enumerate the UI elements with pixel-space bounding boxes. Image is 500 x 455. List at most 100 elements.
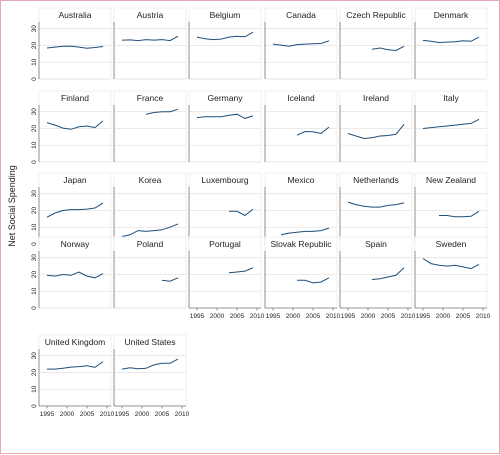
panel-title: United Kingdom — [45, 337, 105, 347]
panel-united-kingdom: United Kingdom 0 10 20 30 1995 2000 2005 2010 — [31, 334, 115, 418]
x-tick-label: 2010 — [401, 313, 416, 320]
series-line-united-states — [121, 358, 179, 370]
series-line-luxembourg — [229, 208, 254, 217]
panel-title: Austria — [137, 10, 164, 20]
y-tick-label: 20 — [31, 41, 38, 49]
panel-title: Finland — [61, 93, 89, 103]
y-tick-label: 0 — [31, 160, 38, 164]
y-tick-label: 20 — [31, 368, 38, 376]
series-line-korea — [121, 223, 179, 237]
panel-title: Belgium — [210, 10, 241, 20]
series-line-denmark — [422, 36, 480, 44]
x-tick-label: 2010 — [100, 411, 115, 418]
y-tick-label: 0 — [31, 242, 38, 246]
panel-frame — [264, 7, 338, 80]
panel-frame — [113, 90, 187, 163]
y-tick-label: 20 — [31, 206, 38, 214]
y-tick-label: 30 — [31, 108, 38, 116]
y-tick-label: 0 — [31, 306, 38, 310]
panel-title: Italy — [443, 93, 459, 103]
panel-frame — [339, 236, 413, 309]
x-tick-label: 2010 — [476, 313, 491, 320]
panel-frame — [188, 7, 262, 80]
panel-finland: Finland 0 10 20 30 — [31, 90, 112, 164]
series-line-netherlands — [347, 201, 405, 208]
panel-frame — [414, 172, 488, 245]
panel-title: Slovak Republic — [271, 239, 333, 249]
panel-frame — [339, 172, 413, 245]
panel-portugal: Portugal 1995 2000 2005 2010 — [188, 236, 265, 320]
x-tick-label: 1995 — [40, 411, 55, 418]
series-line-austria — [121, 35, 179, 42]
series-line-iceland — [296, 126, 330, 136]
y-tick-label: 10 — [31, 58, 38, 66]
series-line-united-kingdom — [47, 361, 104, 370]
panel-title: Japan — [63, 175, 86, 185]
series-line-japan — [46, 202, 104, 218]
panel-united-states: United States 1995 2000 2005 2010 — [113, 334, 190, 418]
x-tick-label: 2010 — [250, 313, 265, 320]
series-line-canada — [272, 40, 330, 47]
panel-ireland: Ireland — [339, 90, 413, 163]
panel-france: France — [113, 90, 187, 163]
x-tick-label: 1995 — [341, 313, 356, 320]
panel-canada: Canada — [264, 7, 338, 80]
series-line-czech-republic — [371, 45, 405, 52]
panel-belgium: Belgium — [188, 7, 262, 80]
x-tick-label: 2000 — [361, 313, 376, 320]
panel-frame — [264, 236, 338, 309]
panel-italy: Italy — [414, 90, 488, 163]
panel-title: Germany — [208, 93, 244, 103]
panel-title: Denmark — [434, 10, 469, 20]
panel-iceland: Iceland — [264, 90, 338, 163]
x-tick-label: 2010 — [175, 411, 190, 418]
panel-sweden: Sweden 1995 2000 2005 2010 — [414, 236, 491, 320]
y-tick-label: 0 — [31, 404, 38, 408]
panel-title: United States — [124, 337, 175, 347]
panel-title: Poland — [137, 239, 164, 249]
panel-frame — [414, 7, 488, 80]
panel-title: Australia — [58, 10, 91, 20]
series-line-new-zealand — [439, 210, 480, 218]
panel-title: Canada — [286, 10, 316, 20]
x-tick-label: 2000 — [60, 411, 75, 418]
panel-title: Czech Republic — [346, 10, 406, 20]
x-tick-label: 2000 — [286, 313, 301, 320]
panel-title: Iceland — [287, 93, 315, 103]
x-tick-label: 1995 — [266, 313, 281, 320]
panel-austria: Austria — [113, 7, 187, 80]
panel-czech-republic: Czech Republic — [339, 7, 413, 80]
panel-title: Korea — [139, 175, 162, 185]
panel-frame — [38, 90, 112, 163]
panel-title: Sweden — [436, 239, 467, 249]
y-tick-label: 30 — [31, 352, 38, 360]
series-line-spain — [371, 267, 405, 280]
panel-frame — [38, 7, 112, 80]
panel-luxembourg: Luxembourg — [188, 172, 262, 245]
panel-title: Portugal — [209, 239, 241, 249]
series-line-norway — [46, 271, 104, 279]
y-axis-label: Net Social Spending — [7, 165, 17, 247]
panel-mexico: Mexico — [264, 172, 338, 245]
x-tick-label: 2000 — [135, 411, 150, 418]
panel-frame — [339, 90, 413, 163]
panel-denmark: Denmark — [414, 7, 488, 80]
panel-australia: Australia 0 10 20 30 — [31, 7, 112, 81]
y-tick-label: 10 — [31, 385, 38, 393]
y-tick-label: 20 — [31, 124, 38, 132]
panel-frame — [264, 90, 338, 163]
x-tick-label: 2005 — [456, 313, 471, 320]
panel-poland: Poland — [113, 236, 187, 309]
series-line-germany — [196, 113, 254, 119]
panel-title: New Zealand — [426, 175, 476, 185]
panel-title: France — [137, 93, 164, 103]
series-line-poland — [161, 277, 179, 282]
series-line-italy — [422, 118, 480, 129]
series-line-portugal — [228, 267, 254, 274]
x-tick-label: 1995 — [190, 313, 205, 320]
panel-title: Spain — [365, 239, 387, 249]
panel-frame — [38, 236, 112, 309]
panel-netherlands: Netherlands — [339, 172, 413, 245]
